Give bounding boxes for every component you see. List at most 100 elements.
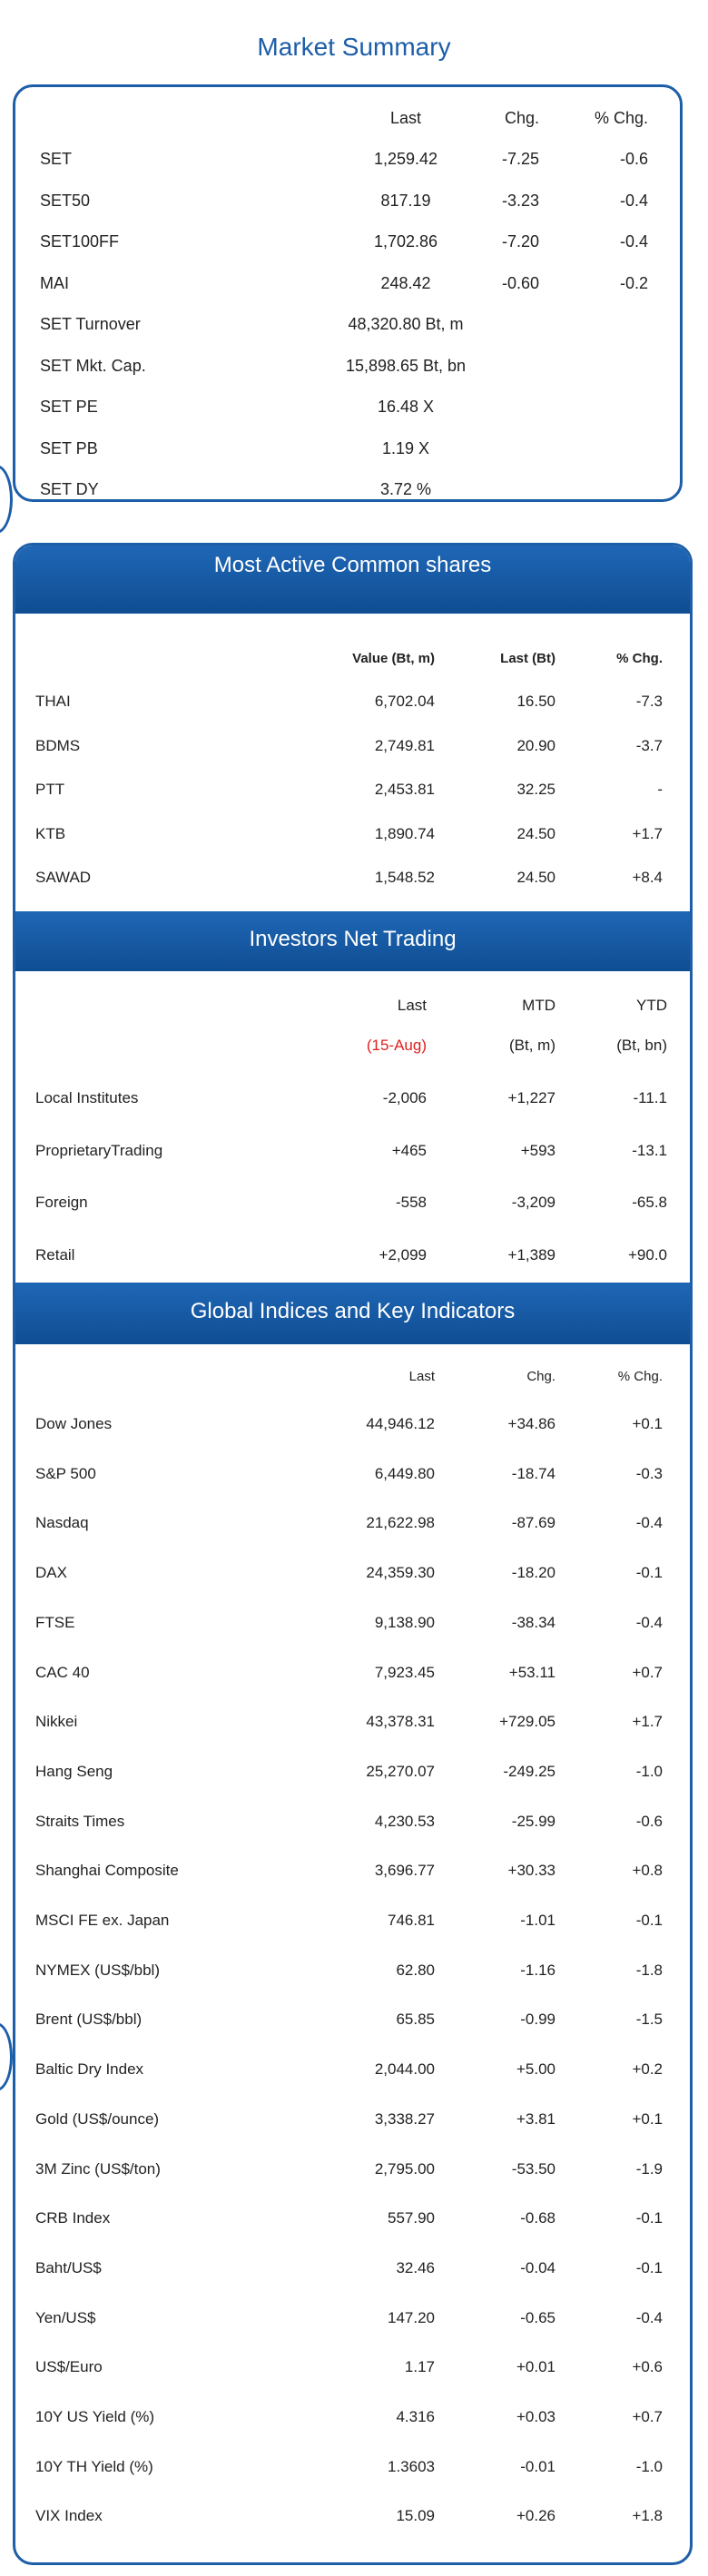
cell-chg: -87.69 [511,1514,556,1532]
row-name: THAI [35,693,71,710]
table-row: S&P 500 6,449.80 -18.74 -0.3 [15,1461,690,1489]
table-row: BDMS 2,749.81 20.90 -3.7 [15,733,690,761]
table-row: NYMEX (US$/bbl) 62.80 -1.16 -1.8 [15,1958,690,1985]
cell-chg: -1.16 [520,1961,556,1979]
cell-mtd: +1,389 [507,1245,556,1263]
cell-pct-chg: -0.4 [635,2308,663,2326]
cell-chg: -0.68 [520,2209,556,2227]
row-name: ProprietaryTrading [35,1141,163,1159]
market-data-panel: Most Active Common shares Value (Bt, m) … [13,543,693,2565]
cell-pct-chg: +0.1 [632,2109,663,2128]
table-row: SET Mkt. Cap. 15,898.65 Bt, bn [15,353,680,380]
row-name: MSCI FE ex. Japan [35,1912,170,1929]
row-name: SET [40,150,73,168]
cell-value: 1,890.74 [374,824,435,842]
row-name: KTB [35,824,66,842]
cell-last: 15,898.65 Bt, bn [345,356,467,375]
row-name: 3M Zinc (US$/ton) [35,2159,161,2178]
row-name: SET DY [40,480,99,498]
cell-chg: -0.04 [520,2258,556,2276]
table-row: SET50 817.19 -3.23 -0.4 [15,188,680,215]
header-chg: Chg. [504,109,539,127]
row-name: DAX [35,1564,67,1582]
cell-chg: -0.99 [520,2011,556,2029]
table-row: THAI 6,702.04 16.50 -7.3 [15,689,690,716]
table-row: SET 1,259.42 -7.25 -0.6 [15,146,680,173]
table-row: Dow Jones 44,946.12 +34.86 +0.1 [15,1411,690,1439]
cell-pct-chg: -0.2 [619,273,648,292]
cell-chg: +729.05 [499,1713,556,1731]
header-last: Last [397,997,427,1014]
row-name: PTT [35,781,65,798]
table-row: FTSE 9,138.90 -38.34 -0.4 [15,1610,690,1637]
cell-pct-chg: -1.9 [635,2159,663,2178]
investors-subcolumns: (15-Aug) (Bt, m) (Bt, bn) [15,1033,690,1060]
table-row: ProprietaryTrading +465 +593 -13.1 [15,1138,690,1165]
investors-title: Investors Net Trading [249,927,457,951]
cell-pct-chg: +8.4 [632,869,663,886]
cell-pct-chg: -0.4 [635,1613,663,1631]
header-ytd: YTD [636,997,667,1014]
cell-ytd: -11.1 [633,1089,668,1106]
cell-pct-chg: -1.0 [635,2457,663,2475]
header-pct-chg: % Chg. [616,651,663,666]
cell-value: 2,749.81 [374,736,435,754]
cell-last: -558 [395,1194,427,1211]
table-row: SET Turnover 48,320.80 Bt, m [15,311,680,339]
cell-pct-chg: +1.8 [632,2507,663,2525]
row-name: SET50 [40,191,91,210]
cell-pct-chg: +0.2 [632,2060,663,2079]
cell-last: 32.46 [396,2258,435,2276]
row-name: 10Y TH Yield (%) [35,2457,153,2475]
table-row: SET PE 16.48 X [15,394,680,421]
cell-last: 2,044.00 [374,2060,435,2079]
table-row: Nasdaq 21,622.98 -87.69 -0.4 [15,1510,690,1538]
table-row: PTT 2,453.81 32.25 - [15,777,690,804]
cell-last: +465 [391,1141,427,1159]
page-title: Market Summary [257,33,451,61]
header-value: Value (Bt, m) [352,651,435,666]
row-name: Shanghai Composite [35,1862,179,1880]
row-name: Foreign [35,1194,88,1211]
row-name: SET Mkt. Cap. [40,356,146,375]
cell-pct-chg: +0.6 [632,2358,663,2376]
cell-last: 7,923.45 [374,1663,435,1681]
cell-chg: +3.81 [516,2109,556,2128]
row-name: S&P 500 [35,1464,96,1482]
cell-chg: +34.86 [507,1415,556,1432]
cell-last: 24,359.30 [366,1564,435,1582]
cell-pct-chg: +1.7 [632,1713,663,1731]
global-header-band: Global Indices and Key Indicators [15,1283,690,1344]
cell-last: 6,449.80 [374,1464,435,1482]
row-name: SET PB [40,438,98,457]
row-name: VIX Index [35,2507,103,2525]
cell-chg: -3.23 [501,191,539,210]
row-name: Yen/US$ [35,2308,96,2326]
table-row: Foreign -558 -3,209 -65.8 [15,1190,690,1217]
cell-last: 1,702.86 [373,232,438,251]
row-name: SET Turnover [40,315,141,333]
table-row: Local Institutes -2,006 +1,227 -11.1 [15,1086,690,1113]
cell-chg: +0.26 [516,2507,556,2525]
row-name: Nasdaq [35,1514,89,1532]
header-chg: Chg. [526,1369,556,1384]
cell-pct-chg: +1.7 [632,824,663,842]
cell-chg: -7.25 [501,150,539,168]
cell-pct-chg: -0.1 [635,1564,663,1582]
left-edge-decoration [0,2022,13,2091]
cell-last: 44,946.12 [366,1415,435,1432]
cell-last: 1,259.42 [373,150,438,168]
cell-last: 1.3603 [388,2457,435,2475]
cell-chg: -18.20 [511,1564,556,1582]
table-row: Hang Seng 25,270.07 -249.25 -1.0 [15,1759,690,1786]
cell-last: 20.90 [516,736,556,754]
table-row: Shanghai Composite 3,696.77 +30.33 +0.8 [15,1858,690,1885]
header-mtd-unit: (Bt, m) [509,1037,556,1054]
table-row: Gold (US$/ounce) 3,338.27 +3.81 +0.1 [15,2107,690,2134]
cell-last: 2,795.00 [374,2159,435,2178]
cell-chg: -38.34 [511,1613,556,1631]
row-name: SET PE [40,398,98,416]
row-name: CAC 40 [35,1663,90,1681]
table-row: SET PB 1.19 X [15,436,680,463]
cell-last: 24.50 [516,824,556,842]
